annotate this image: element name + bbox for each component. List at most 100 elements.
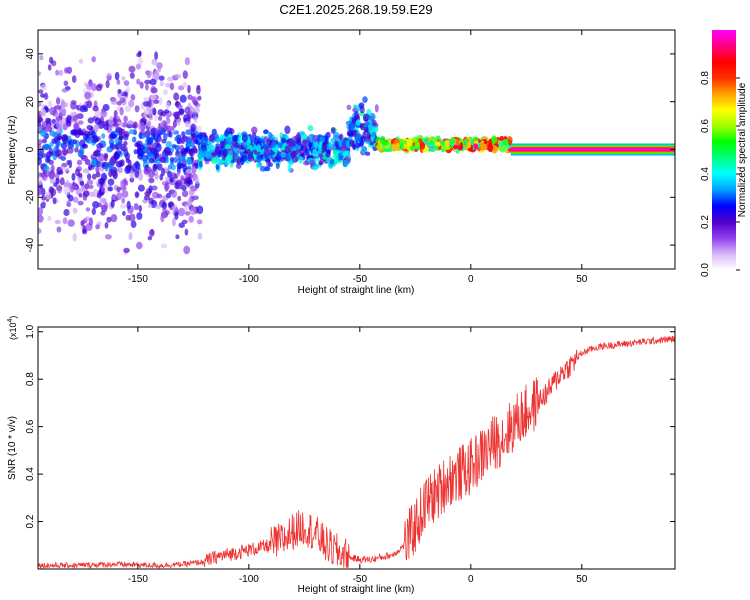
spectrogram-cell bbox=[135, 192, 140, 198]
y-tick-label: 0.4 bbox=[25, 467, 36, 481]
spectrogram-cell bbox=[71, 185, 77, 190]
chart-title: C2E1.2025.268.19.59.E29 bbox=[279, 2, 432, 17]
spectrogram-cell bbox=[285, 153, 292, 162]
spectrogram-cell bbox=[279, 132, 284, 139]
spectrogram-cell bbox=[150, 86, 157, 94]
spectrogram-cell bbox=[81, 128, 87, 133]
spectrogram-cell bbox=[181, 131, 186, 137]
spectrogram-cell bbox=[84, 91, 91, 100]
spectrogram-cell bbox=[480, 141, 485, 151]
spectrogram-cell bbox=[177, 155, 186, 162]
spectrogram-cell bbox=[307, 125, 314, 132]
x-tick-label: 50 bbox=[576, 574, 588, 585]
spectrogram-cell bbox=[224, 144, 231, 150]
spectrogram-cell bbox=[156, 66, 162, 73]
spectrogram-cell bbox=[146, 119, 152, 128]
spectrogram-cell bbox=[110, 214, 118, 223]
spectrogram-cell bbox=[109, 157, 116, 166]
spectrogram-cell bbox=[130, 94, 136, 101]
spectrogram-cell bbox=[72, 139, 77, 145]
snr-x-label: Height of straight line (km) bbox=[298, 584, 415, 595]
spectrogram-cell bbox=[129, 129, 136, 135]
spectrogram-cell bbox=[74, 147, 79, 153]
spectrogram-cell bbox=[45, 191, 52, 200]
spectrogram-cell bbox=[219, 140, 226, 149]
spectrogram-cell bbox=[473, 143, 479, 149]
spectrogram-cell bbox=[371, 119, 377, 127]
spectrogram-cell bbox=[91, 135, 98, 144]
spectrogram-cell bbox=[70, 141, 74, 150]
spectrogram-cell bbox=[382, 140, 389, 146]
spectrogram-cell bbox=[38, 117, 44, 123]
y-tick-label: -40 bbox=[25, 237, 36, 252]
spectrogram-cell bbox=[325, 131, 331, 139]
spectrogram-cell bbox=[175, 234, 180, 240]
spectrogram-cell bbox=[65, 179, 70, 187]
spectrogram-cell bbox=[148, 147, 153, 152]
spectrogram-cell bbox=[288, 140, 294, 148]
spectrogram-cell bbox=[136, 52, 141, 58]
spectrogram-cell bbox=[121, 190, 129, 198]
spectrogram-cell bbox=[178, 222, 185, 228]
spectrogram-cell bbox=[105, 234, 112, 240]
spectrogram-cell bbox=[61, 148, 69, 156]
spectrogram-cell bbox=[346, 131, 354, 137]
spectrogram-cell bbox=[263, 129, 269, 134]
spectrogram-cell bbox=[167, 202, 172, 208]
spectrogram-cell bbox=[185, 168, 193, 174]
spectrogram-cell bbox=[79, 105, 86, 113]
spectrogram-cell bbox=[187, 84, 191, 94]
spectrogram-cell bbox=[55, 149, 60, 158]
spectrogram-cell bbox=[89, 191, 95, 198]
spectrogram-cell bbox=[138, 122, 146, 131]
spectrogram-cell bbox=[51, 118, 56, 124]
spectrogram-cell bbox=[298, 156, 304, 164]
spectrogram-cell bbox=[232, 134, 238, 142]
spectrogram-cell bbox=[167, 130, 172, 138]
spectrogram-cell bbox=[365, 151, 371, 156]
x-tick-label: 50 bbox=[576, 274, 588, 285]
spectrogram-cell bbox=[186, 198, 193, 207]
spectrogram-cell bbox=[118, 135, 124, 141]
spectrogram-cell bbox=[119, 97, 126, 103]
spectrogram-cell bbox=[73, 123, 80, 131]
spectrogram-cell bbox=[116, 79, 121, 85]
spectrogram-cell bbox=[40, 187, 46, 197]
spectrogram-cell bbox=[167, 164, 173, 170]
spectrogram-cell bbox=[94, 117, 102, 125]
spectrogram-cell bbox=[167, 171, 173, 178]
spectrogram-cell bbox=[53, 105, 62, 110]
spectrogram-cell bbox=[376, 143, 384, 151]
spectrogram-cell bbox=[174, 136, 180, 142]
spectrogram-cell bbox=[181, 219, 188, 224]
spectrogram-cell bbox=[106, 216, 112, 223]
spectrogram-cell bbox=[59, 177, 65, 186]
spectrogram-cell bbox=[351, 116, 358, 124]
spectrogram-cell bbox=[265, 149, 272, 156]
spectrogram-cell bbox=[78, 58, 84, 64]
spectrogram-cell bbox=[76, 113, 84, 120]
spectrogram-cell bbox=[296, 137, 302, 146]
spectrogram-cell bbox=[95, 84, 103, 92]
spectrogram-cell bbox=[280, 152, 287, 158]
spectrogram-cell bbox=[82, 168, 90, 174]
spectrogram-cell bbox=[92, 124, 100, 131]
spectrogram-cell bbox=[173, 157, 178, 163]
spectrogram-x-label: Height of straight line (km) bbox=[298, 285, 415, 296]
spectrogram-cell bbox=[63, 208, 70, 217]
spectrogram-cell bbox=[63, 80, 69, 87]
spectrogram-cell bbox=[152, 107, 157, 116]
spectrogram-cell bbox=[91, 159, 97, 166]
spectrogram-cell bbox=[148, 169, 155, 178]
spectrogram-cell bbox=[100, 210, 106, 216]
spectrogram-cell bbox=[362, 96, 368, 103]
spectrogram-cell bbox=[197, 95, 202, 101]
spectrogram-cell bbox=[58, 112, 63, 120]
spectrogram-cell bbox=[66, 66, 73, 75]
spectrogram-cell bbox=[186, 113, 191, 122]
colorbar-tick-label: 0.4 bbox=[700, 167, 711, 181]
spectrogram-cell bbox=[354, 133, 361, 142]
spectrogram-cell bbox=[77, 200, 84, 206]
spectrogram-cell bbox=[39, 55, 44, 61]
spectrogram-cell bbox=[86, 124, 93, 131]
